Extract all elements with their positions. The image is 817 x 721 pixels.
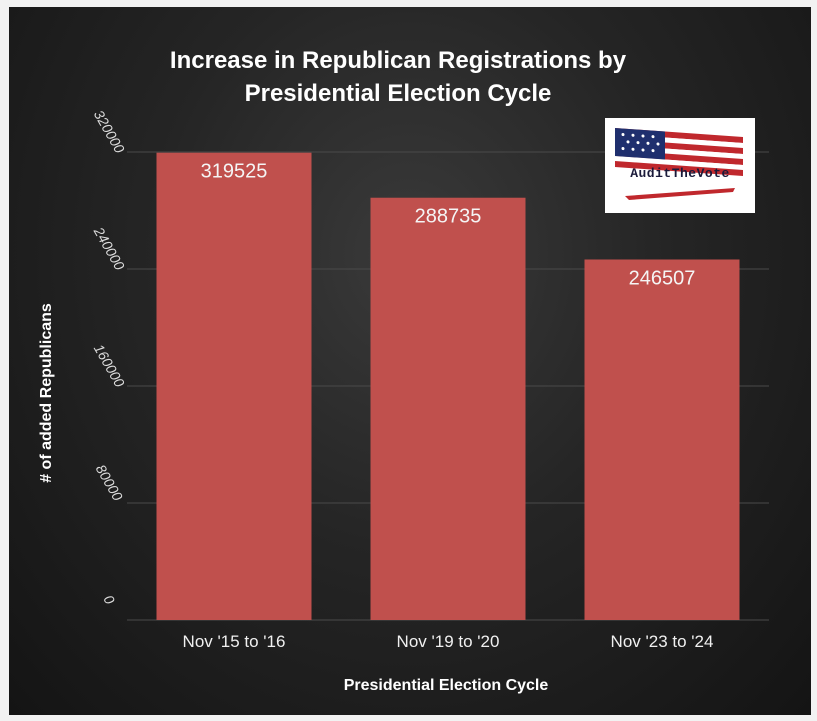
x-tick-label: Nov '19 to '20 [397,632,500,651]
bar [584,259,740,620]
x-axis-title: Presidential Election Cycle [344,677,549,694]
logo-text: AuditTheVote [630,166,730,181]
y-axis-ticks: 0 80000 160000 240000 320000 [90,107,128,607]
bar [370,197,526,620]
audit-the-vote-logo: AuditTheVote [605,118,755,213]
bar-value-label: 319525 [201,161,268,183]
y-tick-label: 80000 [93,462,126,504]
y-tick-label: 160000 [91,341,128,390]
x-tick-label: Nov '15 to '16 [183,632,286,651]
bars: 319525 288735 246507 [156,152,740,620]
y-tick-label: 240000 [90,223,128,273]
y-tick-label: 0 [100,592,118,607]
x-tick-label: Nov '23 to '24 [611,632,714,651]
y-axis-title: # of added Republicans [38,303,55,483]
bar-chart: Increase in Republican Registrations by … [38,47,769,694]
bar-value-label: 288735 [415,206,482,228]
chart-frame: Increase in Republican Registrations by … [9,7,811,715]
chart-title-line-1: Increase in Republican Registrations by [170,47,627,74]
x-axis-ticks: Nov '15 to '16 Nov '19 to '20 Nov '23 to '… [183,632,714,651]
bar-value-label: 246507 [629,267,696,289]
american-flag-icon [615,127,743,200]
chart-title-line-2: Presidential Election Cycle [245,80,552,107]
bar [156,152,312,620]
y-tick-label: 320000 [91,107,128,156]
